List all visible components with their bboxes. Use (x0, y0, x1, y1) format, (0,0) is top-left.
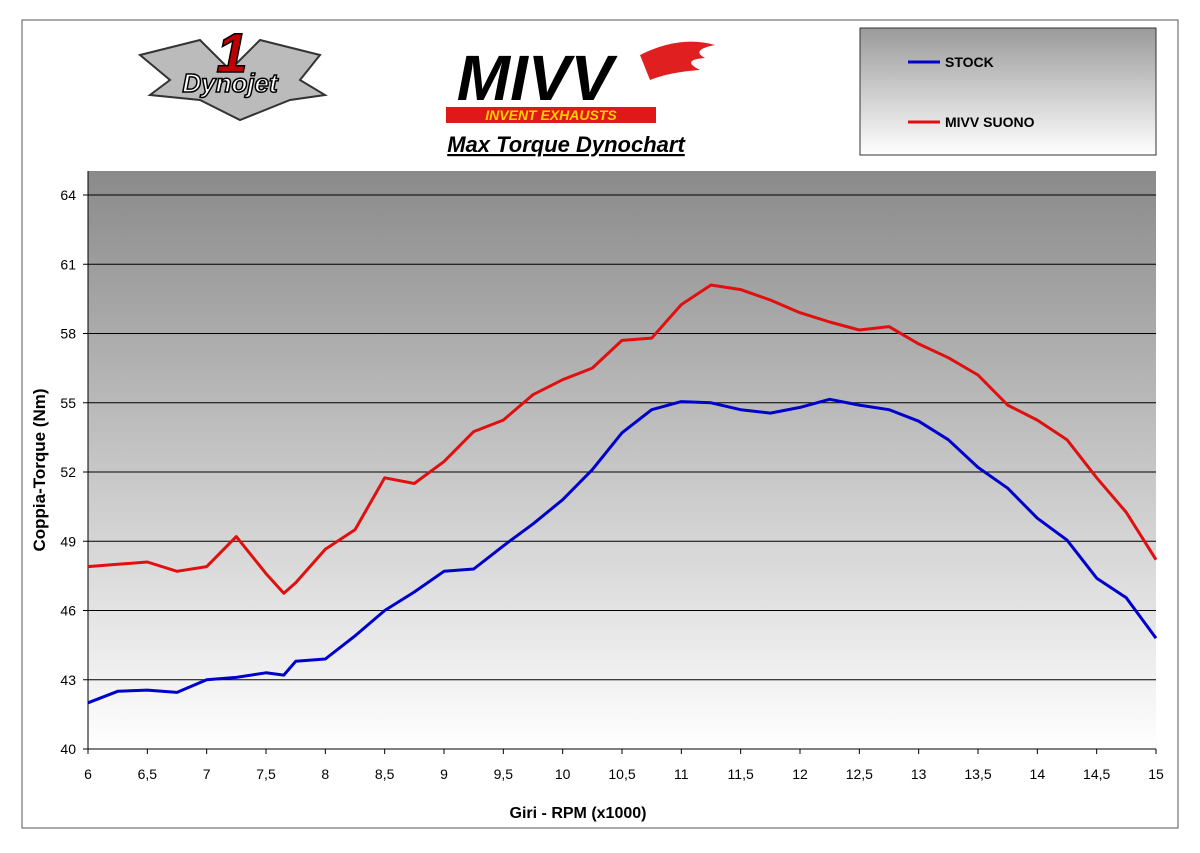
y-tick-label: 61 (60, 256, 76, 272)
y-tick-label: 49 (60, 533, 76, 549)
mivv-logo: MIVV INVENT EXHAUSTS (442, 28, 717, 124)
x-tick-label: 7,5 (256, 766, 276, 782)
plot-area (88, 171, 1156, 749)
y-tick-label: 64 (60, 187, 76, 203)
data-line (87, 283, 1158, 595)
x-tick-label: 10 (555, 766, 571, 782)
x-tick-label: 7 (203, 766, 211, 782)
legend-label: STOCK (945, 54, 994, 70)
x-tick-label: 12,5 (846, 766, 873, 782)
dynojet-logo: 1 Dynojet (137, 20, 328, 122)
x-tick-label: 8,5 (375, 766, 395, 782)
data-line (87, 397, 1158, 705)
x-tick-label: 9,5 (494, 766, 514, 782)
x-tick-label: 9 (440, 766, 448, 782)
x-tick-label: 12 (792, 766, 808, 782)
dynojet-text: Dynojet (182, 68, 279, 98)
y-tick-label: 58 (60, 326, 76, 342)
y-axis-title: Coppia-Torque (Nm) (30, 388, 49, 551)
y-tick-label: 55 (60, 395, 76, 411)
x-axis-title: Giri - RPM (x1000) (510, 805, 647, 822)
y-tick-label: 52 (60, 464, 76, 480)
x-tick-label: 14,5 (1083, 766, 1110, 782)
mivv-tagline: INVENT EXHAUSTS (485, 107, 617, 123)
x-tick-label: 6 (84, 766, 92, 782)
legend (859, 27, 1157, 156)
mivv-text: MIVV (457, 42, 619, 114)
x-tick-label: 15 (1148, 766, 1164, 782)
legend-label: MIVV SUONO (945, 114, 1035, 130)
x-tick-label: 11,5 (728, 766, 754, 782)
y-tick-label: 43 (60, 672, 76, 688)
x-tick-label: 13 (911, 766, 927, 782)
chart-title: Max Torque Dynochart (447, 132, 686, 157)
x-tick-label: 13,5 (964, 766, 991, 782)
x-tick-label: 14 (1030, 766, 1046, 782)
x-tick-label: 11 (674, 766, 689, 782)
x-tick-label: 8 (321, 766, 329, 782)
dynojet-number: 1 (216, 21, 247, 84)
x-tick-label: 10,5 (608, 766, 635, 782)
y-tick-label: 46 (60, 603, 76, 619)
y-tick-label: 40 (60, 741, 76, 757)
x-tick-label: 6,5 (138, 766, 158, 782)
